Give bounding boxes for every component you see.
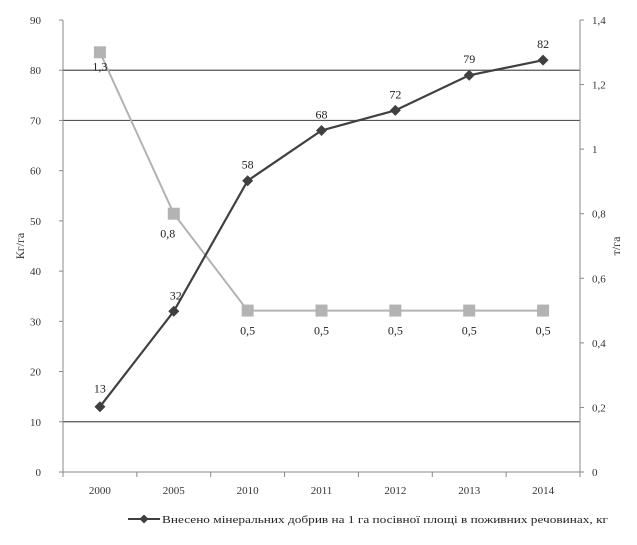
series-1-point (93, 46, 106, 59)
data-label: 0,8 (160, 227, 175, 241)
left-tick-label: 30 (30, 316, 42, 328)
series-0-point (537, 54, 549, 66)
series-0-point (316, 124, 327, 136)
right-tick-label: 0,8 (592, 209, 606, 221)
axes (62, 20, 581, 473)
data-label: 0,5 (314, 324, 329, 338)
right-tick-label: 0,2 (592, 402, 606, 414)
right-tick-label: 0 (592, 467, 598, 479)
data-label: 0,5 (536, 324, 551, 338)
series-0-point (94, 401, 106, 413)
series-layer: 1,3 0,8 0,5 0,5 0,5 0,5 0,5 13 32 58 68 72 79 82 (92, 37, 551, 413)
x-tick-label: 2000 (89, 485, 112, 497)
series-0-point (168, 305, 180, 317)
x-tick-label: 2013 (458, 485, 481, 497)
series-1-point (167, 207, 180, 220)
left-tick-label: 40 (30, 266, 42, 278)
legend-label: Внесено мінеральних добрив на 1 га посів… (162, 514, 609, 526)
data-label: 0,5 (240, 324, 255, 338)
data-label: 1,3 (92, 59, 107, 73)
left-tick-label: 80 (30, 65, 42, 77)
x-axis-ticks: 2000 2005 2010 2011 2012 2013 2014 (62, 472, 581, 497)
x-tick-label: 2014 (532, 485, 555, 497)
data-label: 32 (170, 288, 182, 302)
left-tick-label: 50 (30, 216, 42, 228)
series-0-point (242, 175, 254, 187)
data-label: 0,5 (388, 324, 403, 338)
data-label: 79 (463, 52, 475, 66)
series-1-point (315, 304, 328, 317)
x-tick-label: 2010 (237, 485, 260, 497)
series-1-point (463, 304, 476, 317)
right-tick-label: 1,4 (592, 15, 606, 27)
series-1-point (241, 304, 254, 317)
legend-marker (139, 514, 149, 524)
data-label: 0,5 (462, 324, 477, 338)
right-axis-title: т/га (609, 236, 623, 256)
data-label: 82 (537, 37, 549, 51)
left-axis-ticks: 0 10 20 30 40 50 60 70 80 90 (30, 15, 63, 479)
right-tick-label: 0,4 (592, 338, 606, 350)
left-tick-label: 90 (30, 15, 42, 27)
data-label: 13 (94, 382, 106, 396)
right-axis-ticks: 0 0,2 0,4 0,6 0,8 1 1,2 1,4 (580, 15, 606, 479)
series-0-point (463, 69, 475, 81)
series-0-point (389, 104, 401, 116)
series-1-point (537, 304, 550, 317)
x-tick-label: 2012 (384, 485, 406, 497)
x-tick-label: 2005 (163, 485, 186, 497)
left-tick-label: 20 (30, 367, 42, 379)
data-label: 72 (389, 87, 401, 101)
series-1-point (389, 304, 402, 317)
left-axis-title: Кг/га (13, 232, 27, 259)
right-tick-label: 1 (592, 144, 598, 156)
gridlines (63, 69, 580, 423)
right-tick-label: 0,6 (592, 273, 606, 285)
left-tick-label: 10 (30, 417, 42, 429)
legend: Внесено мінеральних добрив на 1 га посів… (128, 514, 609, 526)
right-tick-label: 1,2 (592, 80, 606, 92)
series-line-1 (99, 51, 544, 312)
data-label: 68 (316, 107, 328, 121)
x-tick-label: 2011 (311, 485, 333, 497)
left-tick-label: 60 (30, 166, 42, 178)
data-label: 58 (242, 158, 254, 172)
left-tick-label: 70 (30, 115, 42, 127)
left-tick-label: 0 (36, 467, 42, 479)
